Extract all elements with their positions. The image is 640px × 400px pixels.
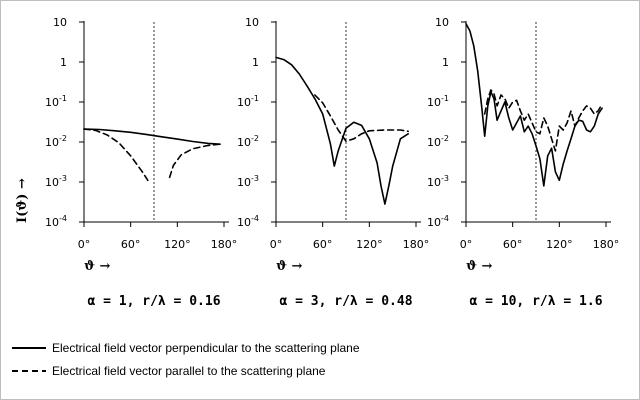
x-tick-label: 120° (164, 238, 191, 251)
y-tick-label: 1 (442, 56, 449, 69)
y-tick-label: 10-3 (237, 174, 259, 189)
y-tick-label: 10-4 (427, 214, 449, 229)
y-tick-label: 10-1 (45, 94, 67, 109)
panel-title: α = 10, r/λ = 1.6 (469, 294, 602, 309)
panel-1: 10 1 10-1 10-2 10-3 10-4 0° 60° 120° 180° ϑ → α = 1… (45, 16, 237, 309)
y-tick-label: 10-2 (427, 134, 449, 149)
y-tick-label: 1 (252, 56, 259, 69)
y-tick-label: 10-2 (45, 134, 67, 149)
x-tick-label: 120° (546, 238, 573, 251)
x-axis-title: ϑ → (466, 259, 493, 274)
series-dashed-line (83, 128, 149, 182)
series-dashed-line (314, 94, 410, 142)
panel-2: 10 1 10-1 10-2 10-3 10-4 0° 60° 120° 180° ϑ → α = 3… (237, 16, 429, 309)
x-axis-title: ϑ → (276, 259, 303, 274)
x-tick-label: 120° (356, 238, 383, 251)
legend-label-parallel: Electrical field vector parallel to the … (52, 364, 326, 378)
x-tick-label: 180° (403, 238, 430, 251)
x-tick-label: 60° (503, 238, 523, 251)
y-tick-label: 10-1 (427, 94, 449, 109)
series-solid-line (83, 128, 221, 145)
legend-label-perpendicular: Electrical field vector perpendicular to… (52, 341, 360, 355)
panel-3: 10 1 10-1 10-2 10-3 10-4 0° 60° 120° 180° ϑ → α = 1… (427, 16, 619, 309)
y-tick-label: 10-4 (237, 214, 259, 229)
series-solid-line (275, 56, 410, 205)
x-tick-label: 0° (460, 238, 473, 251)
y-axis-title: I(ϑ) → (15, 178, 30, 223)
series-solid-line (465, 22, 603, 187)
series-dashed-line (168, 143, 221, 179)
y-tick-label: 10-2 (237, 134, 259, 149)
panel-title: α = 3, r/λ = 0.48 (279, 294, 412, 309)
panels: 10 1 10-1 10-2 10-3 10-4 0° 60° 120° 180° ϑ → α = 1… (45, 16, 619, 309)
y-tick-label: 10 (435, 16, 449, 29)
y-tick-label: 10-3 (45, 174, 67, 189)
y-tick-label: 10-4 (45, 214, 67, 229)
x-tick-label: 60° (121, 238, 141, 251)
x-tick-label: 60° (313, 238, 333, 251)
series-dashed-line (483, 89, 603, 152)
x-tick-label: 180° (211, 238, 238, 251)
y-tick-label: 10-1 (237, 94, 259, 109)
x-tick-label: 0° (78, 238, 91, 251)
y-tick-label: 1 (60, 56, 67, 69)
x-tick-label: 0° (270, 238, 283, 251)
panel-title: α = 1, r/λ = 0.16 (87, 294, 220, 309)
x-axis-title: ϑ → (84, 259, 111, 274)
legend: Electrical field vector perpendicular to… (12, 341, 360, 378)
x-tick-label: 180° (593, 238, 620, 251)
y-tick-label: 10 (53, 16, 67, 29)
y-tick-label: 10 (245, 16, 259, 29)
y-tick-label: 10-3 (427, 174, 449, 189)
